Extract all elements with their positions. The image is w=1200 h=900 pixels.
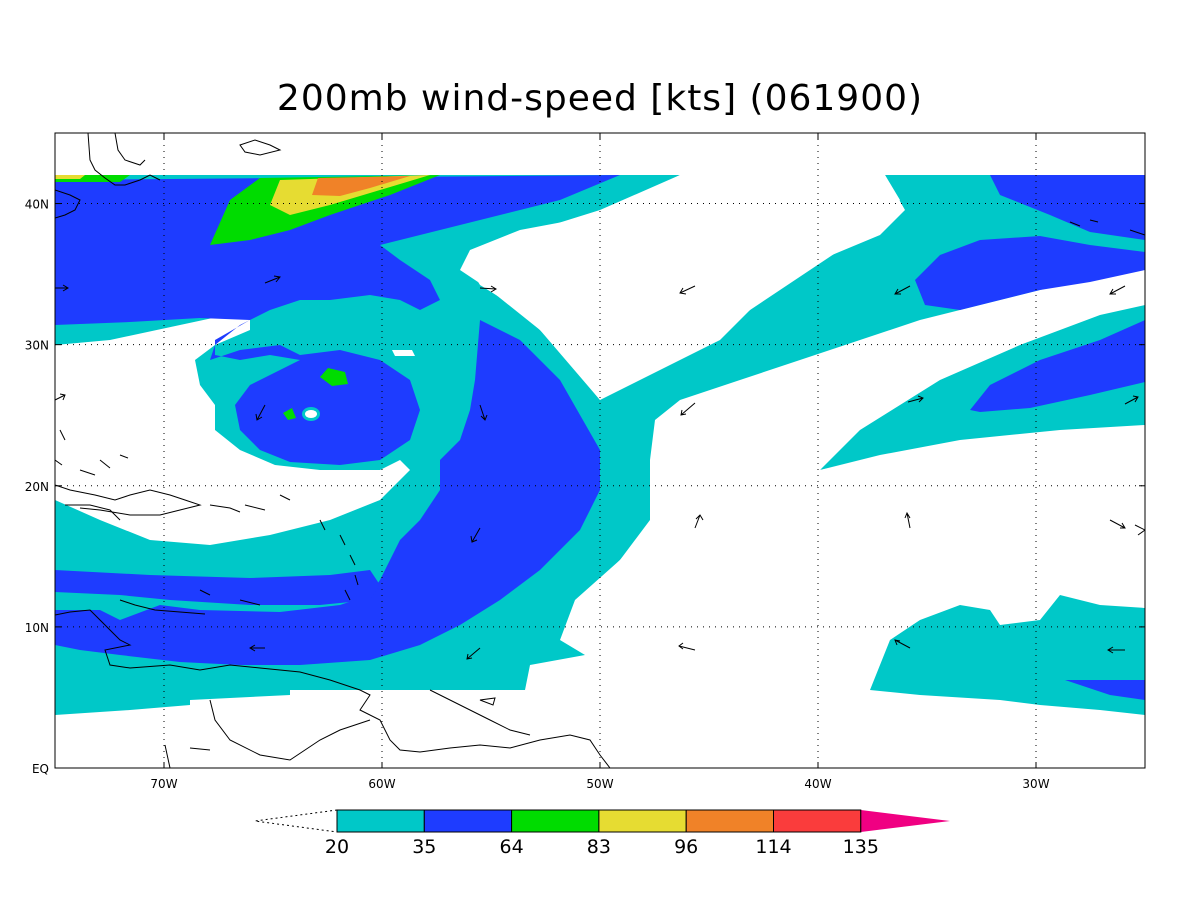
region-35-64 [55,175,620,465]
colorbar-label: 135 [843,836,879,858]
colorbar-label: 83 [587,836,611,858]
colorbar-swatch [423,809,513,833]
region-64-83 [210,175,440,245]
colorbar-label: 114 [755,836,791,858]
colorbar-swatch [511,809,600,833]
region-96-114 [312,176,410,196]
chart-title: 200mb wind-speed [kts] (061900) [276,78,924,119]
colorbar-upper-extension [860,810,950,832]
y-tick-label: 30N [25,339,49,353]
y-tick-label: 40N [25,198,49,212]
y-tick-label: 20N [25,480,49,494]
axis-ticks [55,133,1145,769]
wind-vectors [54,275,1139,660]
region-35-64-d [970,320,1145,412]
colorbar: 20 35 64 83 96 114 135 [254,809,950,858]
x-tick-label: 50W [586,777,613,791]
region-20-35-b [820,305,1145,470]
x-tick-label: 60W [368,777,395,791]
colorbar-label: 64 [500,836,524,858]
x-tick-label: 70W [150,777,177,791]
region-20-35-c [870,595,1145,715]
colorbar-label: 96 [674,836,698,858]
colorbar-label: 35 [412,836,436,858]
x-tick-label: 30W [1022,777,1049,791]
region-35-64-c [915,236,1145,310]
y-tick-label: 10N [25,621,49,635]
coastlines [55,133,1145,768]
x-axis-labels: 70W 60W 50W 40W 30W [150,777,1049,791]
y-tick-label: EQ [32,762,49,776]
colorbar-swatch [773,809,862,833]
colorbar-lower-extension [254,809,338,833]
colorbar-swatch [685,809,775,833]
region-83-96 [270,175,430,215]
region-35-64-b [55,320,600,665]
colorbar-swatch [598,809,687,833]
x-tick-label: 40W [804,777,831,791]
y-axis-labels: EQ 10N 20N 30N 40N [25,198,49,776]
colorbar-label: 20 [325,836,349,858]
colorbar-swatch [336,809,425,833]
